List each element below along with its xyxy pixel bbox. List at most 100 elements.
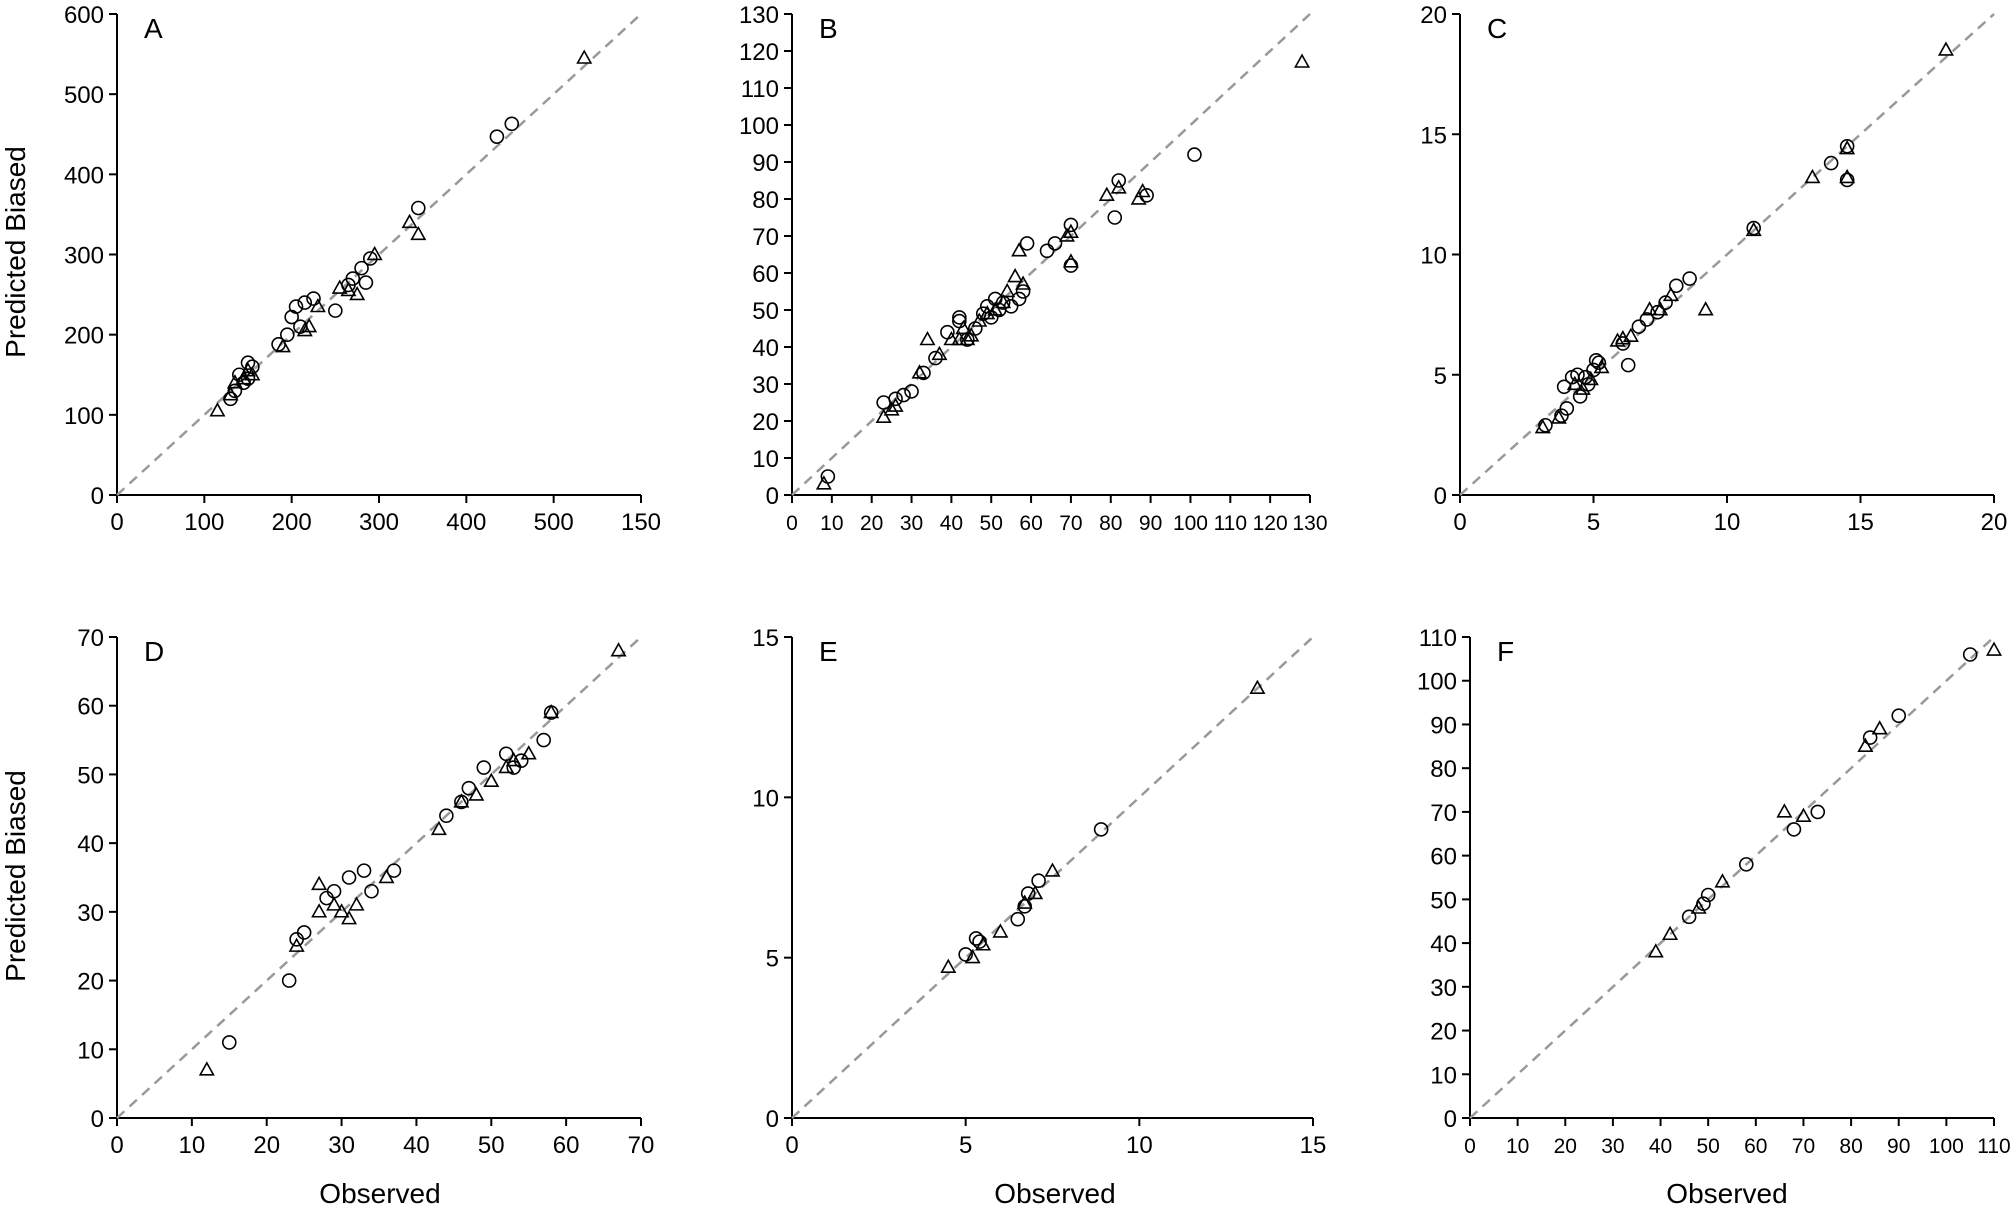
x-tick-label: 120 <box>1253 512 1288 535</box>
x-tick-label: 130 <box>1292 512 1327 535</box>
circle-point <box>364 883 379 899</box>
y-tick-label: 20 <box>1430 1019 1457 1046</box>
circle-point <box>306 291 321 306</box>
circle-point <box>1639 312 1655 327</box>
panel-c: 0 5 10 15 20 0 5 10 15 20 C <box>1420 2 2007 536</box>
triangle-point <box>1804 168 1821 184</box>
triangle-point <box>543 703 560 719</box>
triangle-point <box>919 330 936 346</box>
panel-d: 0 10 20 30 40 50 60 70 0 10 20 30 40 50 60 70 D <box>77 625 654 1159</box>
triangle-point <box>999 282 1016 298</box>
circle-point <box>1559 401 1575 416</box>
triangle-point <box>995 293 1012 309</box>
circle-point <box>1668 278 1684 294</box>
y-tick-label: 70 <box>752 224 779 251</box>
x-tick-label: 50 <box>1697 1135 1720 1158</box>
circle-point <box>504 116 520 132</box>
y-tick-label: 80 <box>752 187 779 214</box>
circle-point <box>928 350 943 366</box>
x-tick-label: 400 <box>446 509 486 536</box>
circle-point <box>1031 873 1046 889</box>
triangle-point <box>1550 409 1567 424</box>
x-tick-label: 20 <box>253 1132 280 1159</box>
circle-point <box>1011 291 1027 307</box>
panel-letter-d: D <box>144 636 164 667</box>
y-tick-label: 20 <box>1420 2 1447 29</box>
y-tick-label: 15 <box>1420 122 1447 149</box>
circle-point <box>358 275 374 290</box>
x-tick-label: 110 <box>1214 512 1247 535</box>
y-tick-label: 100 <box>739 113 779 140</box>
circle-point <box>1891 708 1907 724</box>
triangle-point <box>198 1061 215 1076</box>
y-axis-title-top: Predicted Biased <box>0 146 31 358</box>
triangle-point <box>576 49 593 64</box>
x-tick-label: 30 <box>900 512 923 535</box>
circle-point <box>1003 298 1019 314</box>
circle-point <box>362 251 378 266</box>
circle-point <box>240 355 256 371</box>
circle-point <box>328 303 343 318</box>
x-tick-label: 0 <box>786 512 798 535</box>
triangle-point <box>1652 301 1669 316</box>
triangle-point <box>1044 862 1061 877</box>
triangle-point <box>971 312 988 327</box>
x-tick-label: 20 <box>1554 1135 1577 1158</box>
triangle-point <box>887 397 904 412</box>
circle-point <box>296 925 312 940</box>
triangle-point <box>311 903 328 918</box>
triangle-point <box>955 319 972 335</box>
y-tick-label: 20 <box>752 409 779 436</box>
circle-point <box>1010 911 1026 927</box>
x-tick-label: 20 <box>1981 509 2008 536</box>
y-tick-label: 10 <box>752 785 779 812</box>
circle-point <box>1658 295 1673 310</box>
triangle-point <box>1609 332 1626 347</box>
x-tick-label: 100 <box>1173 512 1208 535</box>
triangle-point <box>378 868 395 884</box>
y-tick-label: 5 <box>1434 363 1447 390</box>
circle-point <box>341 870 357 885</box>
triangle-point <box>931 345 948 361</box>
panel-letter-b: B <box>819 13 838 44</box>
y-tick-label: 5 <box>766 946 779 973</box>
circle-point <box>1187 147 1202 162</box>
y-tick-label: 100 <box>64 403 104 430</box>
triangle-point <box>959 330 976 346</box>
triangle-point <box>1574 380 1591 395</box>
triangle-point <box>964 949 981 964</box>
circle-point <box>354 260 369 276</box>
circle-point <box>279 327 295 342</box>
triangle-point <box>940 958 957 973</box>
y-tick-label: 70 <box>1430 800 1457 827</box>
triangle-point <box>1058 227 1075 242</box>
triangle-point <box>1697 301 1714 316</box>
triangle-point <box>520 745 537 760</box>
triangle-point <box>1622 327 1639 342</box>
triangle-point <box>1776 803 1793 818</box>
triangle-point <box>963 327 980 342</box>
triangle-point <box>1641 301 1658 316</box>
triangle-point <box>453 793 470 808</box>
circle-point <box>513 753 529 768</box>
x-tick-label: 10 <box>1506 1135 1529 1158</box>
circle-point <box>1020 886 1036 901</box>
circle-point <box>410 200 426 216</box>
triangle-point <box>943 330 960 346</box>
triangle-point <box>1690 899 1707 914</box>
x-tick-label: 10 <box>1126 1132 1153 1159</box>
triangle-point <box>1534 419 1551 434</box>
circle-point <box>1631 319 1647 334</box>
circle-point <box>489 129 505 144</box>
triangle-point <box>401 213 418 229</box>
triangle-point <box>1714 873 1731 888</box>
triangle-point <box>1566 375 1583 391</box>
triangle-point <box>349 285 366 301</box>
triangle-point <box>610 642 627 657</box>
circle-point <box>1019 236 1035 251</box>
y-tick-label: 0 <box>1434 483 1447 510</box>
x-tick-label: 15 <box>1847 509 1874 536</box>
x-tick-label: 5 <box>1587 509 1600 536</box>
